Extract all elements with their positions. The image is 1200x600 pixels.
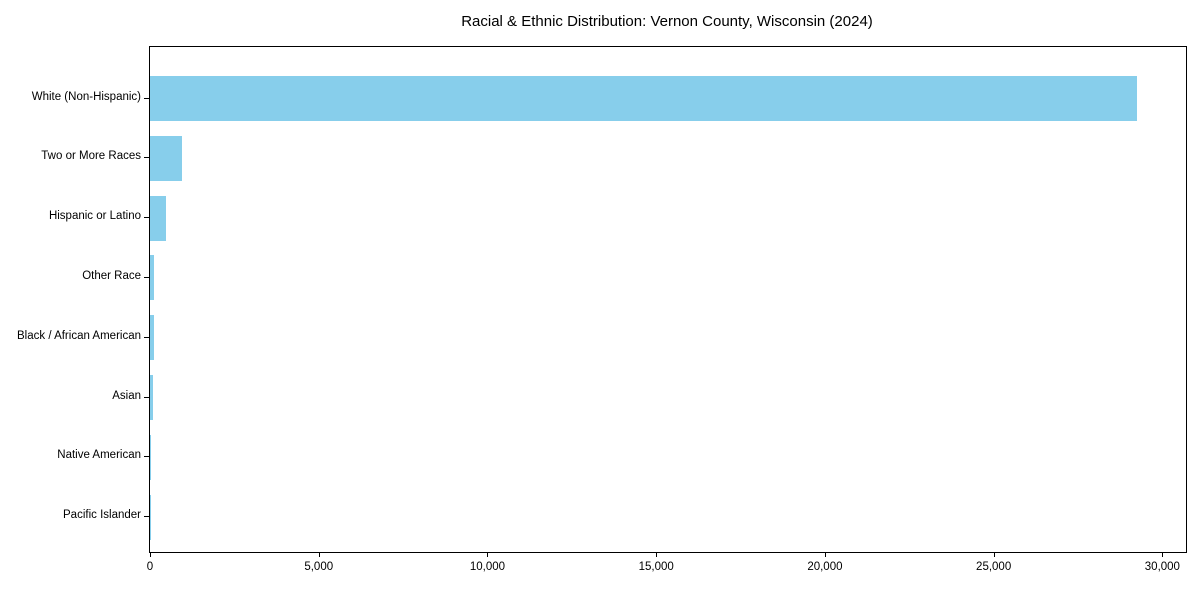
x-tick-label: 20,000 — [807, 561, 843, 573]
y-axis-label: Native American — [57, 449, 141, 462]
y-axis-label: Hispanic or Latino — [48, 210, 141, 223]
y-axis-label: Black / African American — [17, 329, 141, 342]
plot-area — [149, 46, 1187, 553]
x-tick — [993, 552, 995, 557]
y-tick — [144, 516, 149, 518]
x-tick-label: 0 — [146, 561, 154, 573]
bar — [150, 315, 155, 361]
x-tick-label: 15,000 — [638, 561, 674, 573]
x-tick-label: 5,000 — [304, 561, 334, 573]
x-tick — [656, 552, 658, 557]
bar — [150, 76, 1138, 121]
y-axis-label: Pacific Islander — [63, 509, 141, 522]
chart-title: Racial & Ethnic Distribution: Vernon Cou… — [461, 13, 873, 30]
x-tick-label: 30,000 — [1144, 561, 1180, 573]
x-tick — [487, 552, 489, 557]
y-tick — [144, 217, 149, 219]
bar — [150, 255, 155, 301]
y-tick — [144, 157, 149, 159]
bar — [150, 195, 167, 241]
x-tick-label: 10,000 — [469, 561, 506, 573]
bar — [150, 135, 182, 181]
x-tick — [824, 552, 826, 557]
bar — [150, 434, 151, 480]
y-axis-label: Two or More Races — [41, 150, 141, 163]
y-tick — [144, 97, 149, 99]
x-tick — [1162, 552, 1164, 557]
y-tick — [144, 336, 149, 338]
x-tick — [150, 552, 151, 557]
y-tick — [144, 396, 149, 398]
bar — [150, 375, 154, 420]
y-tick — [144, 456, 149, 458]
y-axis-label: White (Non-Hispanic) — [31, 90, 141, 103]
y-axis-label: Asian — [112, 389, 141, 402]
x-tick-label: 25,000 — [976, 561, 1012, 573]
x-tick — [318, 552, 320, 557]
y-tick — [144, 276, 149, 278]
y-axis-label: Other Race — [82, 269, 141, 282]
